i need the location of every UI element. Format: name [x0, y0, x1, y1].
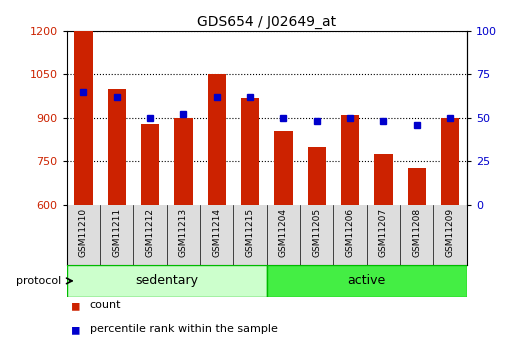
Text: sedentary: sedentary	[135, 274, 198, 287]
Text: GSM11215: GSM11215	[246, 208, 254, 257]
Bar	[174, 118, 192, 205]
Text: GSM11204: GSM11204	[279, 208, 288, 257]
Bar	[67, 265, 267, 296]
Bar	[208, 75, 226, 205]
Text: percentile rank within the sample: percentile rank within the sample	[90, 325, 278, 334]
Text: ■: ■	[72, 323, 80, 336]
Bar	[341, 115, 359, 205]
Bar	[441, 118, 459, 205]
Text: GSM11212: GSM11212	[146, 208, 154, 257]
Title: GDS654 / J02649_at: GDS654 / J02649_at	[197, 14, 337, 29]
Text: GSM11206: GSM11206	[346, 208, 354, 257]
Text: GSM11205: GSM11205	[312, 208, 321, 257]
Bar	[108, 89, 126, 205]
Text: GSM11211: GSM11211	[112, 208, 121, 257]
Text: GSM11213: GSM11213	[179, 208, 188, 257]
Text: GSM11209: GSM11209	[446, 208, 455, 257]
Text: protocol: protocol	[16, 276, 62, 286]
Text: GSM11210: GSM11210	[79, 208, 88, 257]
Bar	[141, 124, 159, 205]
Bar	[241, 98, 259, 205]
Bar	[274, 131, 292, 205]
Text: ■: ■	[72, 299, 80, 312]
Bar	[308, 147, 326, 205]
Bar	[408, 168, 426, 205]
Text: GSM11214: GSM11214	[212, 208, 221, 257]
Bar	[267, 265, 467, 296]
Bar	[374, 154, 392, 205]
Text: GSM11207: GSM11207	[379, 208, 388, 257]
Bar	[74, 31, 92, 205]
Text: count: count	[90, 300, 121, 310]
Text: active: active	[348, 274, 386, 287]
Text: GSM11208: GSM11208	[412, 208, 421, 257]
